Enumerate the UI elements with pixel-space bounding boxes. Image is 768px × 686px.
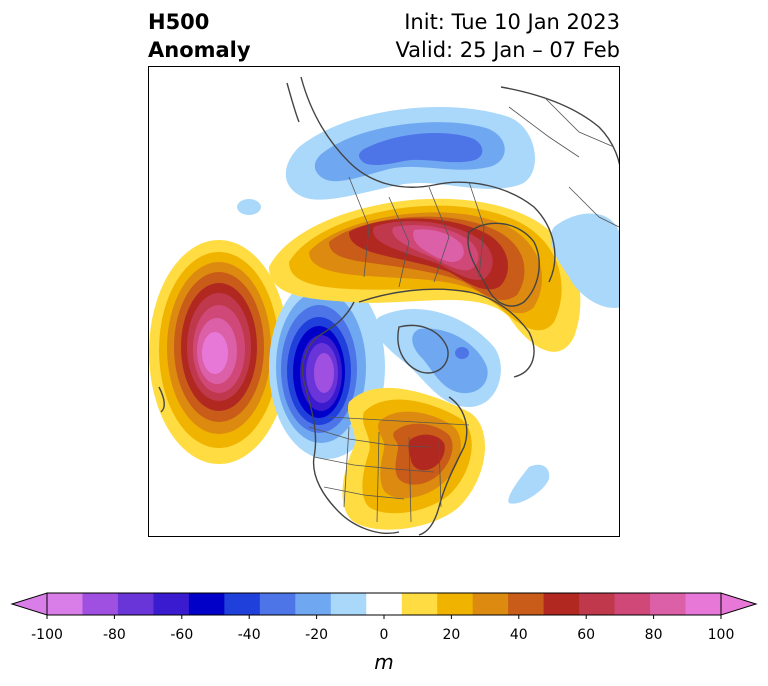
colorbar-segment: [401, 593, 438, 615]
colorbar-tick-label: 100: [707, 627, 735, 643]
colorbar-segment: [579, 593, 616, 615]
anomaly-map: [149, 76, 619, 536]
colorbar-segment: [259, 593, 296, 615]
date-info: Init: Tue 10 Jan 2023 Valid: 25 Jan – 07…: [395, 8, 620, 64]
colorbar-segment: [224, 593, 261, 615]
valid-range: Valid: 25 Jan – 07 Feb: [395, 38, 620, 62]
colorbar-segment: [472, 593, 509, 615]
colorbar-tick-label: -40: [237, 627, 261, 643]
colorbar-segment: [543, 593, 580, 615]
colorbar-segment: [650, 593, 687, 615]
colorbar-tick-label: 60: [577, 627, 596, 643]
init-date: Init: Tue 10 Jan 2023: [404, 10, 620, 34]
colorbar-segment: [188, 593, 225, 615]
colorbar-segment: [330, 593, 367, 615]
colorbar-extend-max: [720, 592, 758, 616]
colorbar-tick-label: 80: [644, 627, 663, 643]
colorbar-tick-label: -60: [170, 627, 194, 643]
plot-title: H500 Anomaly: [148, 8, 251, 64]
greenland-ridge: [269, 198, 581, 352]
colorbar-tick-label: -20: [305, 627, 329, 643]
colorbar-segment: [508, 593, 545, 615]
colorbar-tick-label: 40: [509, 627, 528, 643]
canada-trough: [374, 213, 619, 504]
field-type: Anomaly: [148, 38, 251, 62]
colorbar-unit: m: [374, 650, 394, 674]
colorbar-tick-label: 20: [442, 627, 461, 643]
colorbar: [10, 592, 758, 619]
colorbar-segment: [153, 593, 190, 615]
pacific-ridge: [149, 240, 289, 464]
colorbar-segment: [82, 593, 119, 615]
coastlines: [158, 76, 619, 536]
colorbar-segment: [295, 593, 332, 615]
colorbar-segment: [117, 593, 154, 615]
eurasia-trough: [237, 107, 536, 215]
eastern-ridge: [342, 387, 486, 530]
colorbar-tick-label: 0: [379, 627, 389, 643]
colorbar-segment: [47, 593, 83, 615]
state-borders: [308, 96, 619, 523]
colorbar-segment: [437, 593, 474, 615]
colorbar-segment: [614, 593, 651, 615]
colorbar-extend-min: [10, 592, 48, 616]
colorbar-segment: [366, 593, 403, 615]
map-panel: [148, 66, 620, 537]
colorbar-segment: [685, 593, 722, 615]
field-name: H500: [148, 10, 210, 34]
colorbar-tick-label: -100: [31, 627, 63, 643]
colorbar-tick-label: -80: [102, 627, 126, 643]
